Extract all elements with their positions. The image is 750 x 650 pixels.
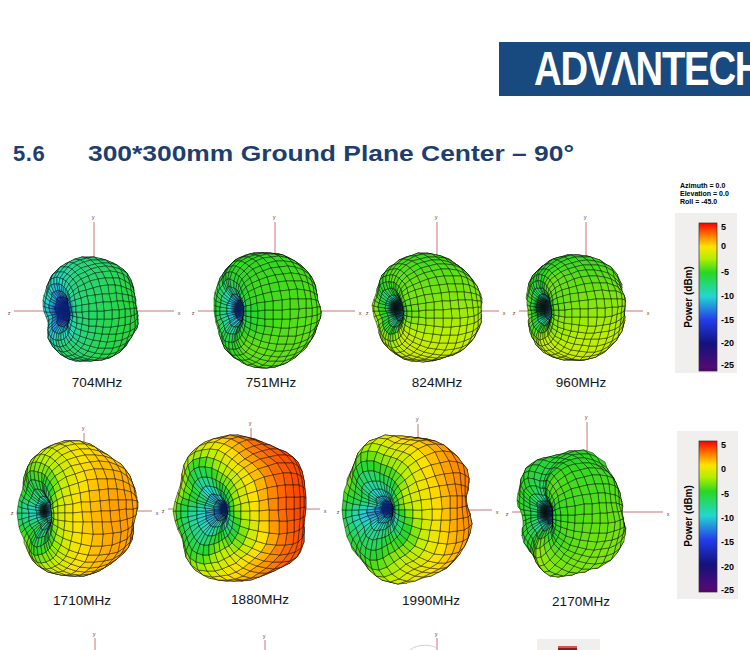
svg-text:ADVΛNTECH: ADVΛNTECH [534,40,750,95]
